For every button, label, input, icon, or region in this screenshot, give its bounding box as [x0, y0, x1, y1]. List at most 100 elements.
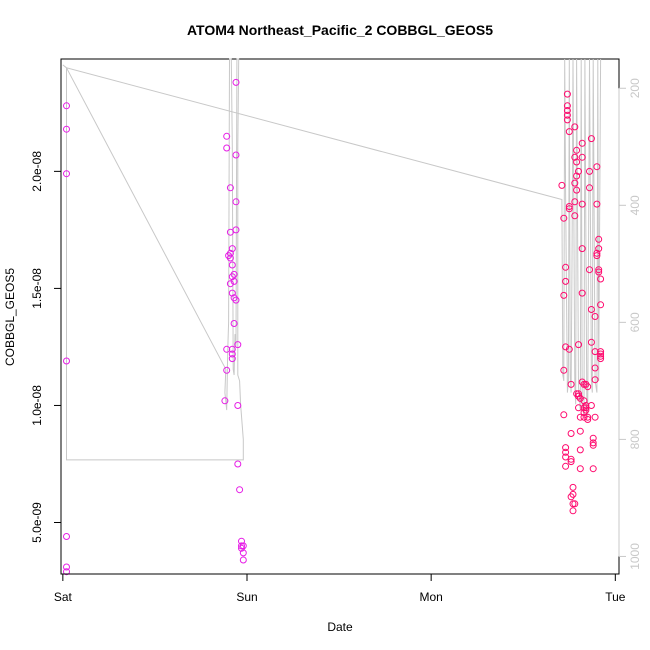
data-point — [578, 245, 586, 253]
data-point — [576, 413, 584, 421]
data-point — [63, 125, 70, 133]
data-point — [230, 294, 238, 302]
data-point — [560, 214, 568, 222]
data-point — [573, 158, 581, 166]
data-point — [597, 352, 605, 360]
data-point — [230, 277, 238, 285]
data-point — [238, 537, 245, 545]
data-point — [565, 203, 573, 210]
data-point — [232, 198, 240, 206]
data-point — [589, 441, 597, 449]
data-point — [589, 465, 597, 473]
data-point — [575, 390, 582, 398]
data-point — [595, 245, 603, 253]
data-point — [576, 465, 584, 473]
data-point — [567, 430, 575, 437]
data-point — [228, 289, 236, 297]
x-axis: Sat Sun Mon Tue — [54, 573, 626, 604]
data-point — [560, 291, 568, 299]
data-point — [562, 343, 570, 351]
data-point — [63, 533, 70, 540]
data-point — [595, 235, 603, 243]
data-point — [232, 226, 240, 234]
data-point — [571, 179, 579, 187]
y-tick-label: 1.5e-08 — [30, 268, 44, 309]
data-point — [63, 170, 70, 178]
data-point — [565, 128, 573, 136]
y-tick-label: 1.0e-08 — [30, 385, 44, 426]
data-point — [587, 135, 595, 143]
data-point — [593, 163, 601, 171]
data-point — [562, 444, 570, 452]
data-point — [563, 90, 571, 98]
data-point — [560, 411, 568, 419]
data-point — [587, 306, 595, 313]
data-point — [587, 338, 595, 346]
data-point — [563, 116, 571, 124]
points-layer — [63, 78, 605, 576]
y-axis: 5.0e-09 1.0e-08 1.5e-08 2.0e-08 — [30, 151, 62, 543]
data-point — [562, 448, 570, 456]
data-point — [232, 151, 240, 159]
data-point — [595, 266, 603, 274]
data-point — [575, 167, 582, 175]
data-point — [569, 483, 577, 491]
data-point — [228, 345, 236, 353]
data-point — [573, 390, 581, 398]
y-tick-label: 2.0e-08 — [30, 151, 44, 192]
y2-tick-label: 200 — [628, 78, 642, 98]
data-point — [562, 277, 570, 285]
data-point — [223, 144, 231, 152]
data-point — [63, 568, 70, 576]
data-point — [565, 205, 573, 213]
data-point — [571, 198, 579, 206]
data-point — [234, 460, 242, 468]
data-point — [226, 280, 234, 288]
data-point — [597, 275, 605, 283]
x-tick-label: Sat — [54, 590, 73, 604]
data-point — [228, 261, 236, 269]
y2-tick-label: 400 — [628, 195, 642, 215]
data-point — [584, 413, 592, 421]
data-point — [63, 102, 70, 110]
altitude-line — [62, 58, 602, 461]
data-point — [573, 186, 581, 194]
data-point — [571, 500, 579, 508]
y2-tick-label: 1000 — [628, 543, 642, 570]
data-point — [223, 366, 231, 374]
data-point — [562, 462, 570, 470]
data-point — [563, 111, 571, 119]
data-point — [584, 416, 592, 423]
y-tick-label: 5.0e-09 — [30, 502, 44, 543]
data-point — [597, 348, 605, 356]
data-point — [228, 355, 236, 363]
data-point — [597, 350, 605, 358]
data-point — [565, 345, 573, 353]
data-point — [593, 252, 601, 260]
y-axis-label: COBBGL_GEOS5 — [3, 268, 17, 366]
secondary-y-axis: 200 400 600 800 1000 — [618, 78, 642, 570]
data-point — [589, 439, 597, 447]
plot-frame — [60, 58, 620, 575]
data-point — [580, 413, 588, 421]
data-point — [228, 273, 236, 281]
data-point — [571, 153, 579, 161]
data-point — [560, 366, 568, 374]
data-point — [226, 184, 234, 192]
data-point — [586, 266, 593, 274]
data-point — [578, 200, 586, 208]
data-point — [232, 78, 240, 86]
x-tick-label: Tue — [605, 590, 626, 604]
data-point — [595, 268, 603, 276]
data-point — [591, 376, 599, 384]
y2-tick-label: 800 — [628, 429, 642, 449]
data-point — [232, 296, 240, 304]
data-point — [226, 254, 234, 262]
data-point — [591, 413, 599, 421]
data-point — [586, 167, 593, 175]
data-point — [234, 341, 242, 349]
altitude-line-layer — [62, 58, 602, 461]
data-point — [578, 139, 586, 147]
data-point — [239, 556, 247, 564]
data-point — [582, 380, 590, 388]
